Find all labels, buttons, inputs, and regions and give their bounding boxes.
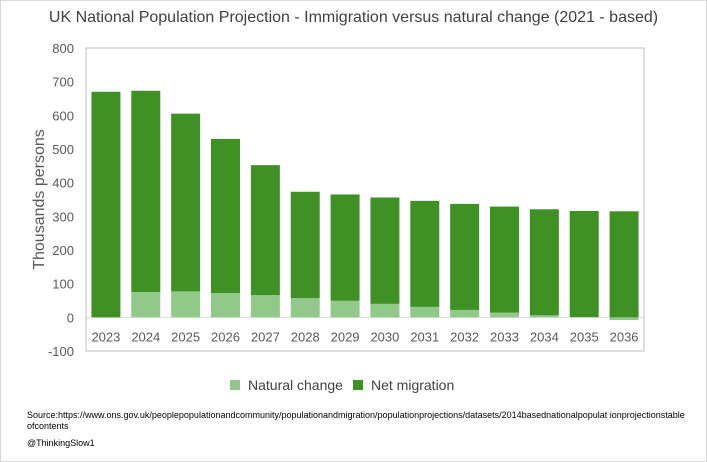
x-tick-label: 2027 — [251, 329, 280, 344]
legend-item-natural-change: Natural change — [230, 377, 343, 393]
y-tick-label: 500 — [52, 142, 74, 157]
y-axis-label: Thousands persons — [31, 129, 48, 270]
x-tick-label: 2031 — [410, 329, 439, 344]
y-tick-label: 200 — [52, 243, 74, 258]
bar-net-migration-2023 — [91, 91, 121, 318]
source-note: Source:https://www.ons.gov.uk/peoplepopu… — [27, 410, 685, 431]
bar-natural-change-2027 — [250, 295, 280, 318]
x-tick-label: 2023 — [91, 329, 120, 344]
bar-net-migration-2029 — [330, 194, 360, 301]
credit-note: @ThinkingSlow1 — [27, 438, 95, 448]
bar-net-migration-2026 — [211, 138, 240, 294]
chart-title: UK National Population Projection - Immi… — [48, 9, 659, 26]
x-tick-label: 2034 — [530, 329, 559, 344]
y-tick-label: 100 — [52, 277, 74, 292]
bar-natural-change-2031 — [410, 306, 440, 318]
bar-net-migration-2025 — [171, 113, 201, 292]
bar-net-migration-2036 — [609, 211, 639, 318]
y-tick-label: 700 — [52, 75, 74, 90]
x-tick-label: 2024 — [131, 329, 160, 344]
legend-swatch-natural-change — [230, 380, 240, 390]
bar-net-migration-2034 — [529, 209, 559, 316]
bar-net-migration-2032 — [450, 203, 480, 310]
x-tick-label: 2025 — [171, 329, 200, 344]
x-tick-label: 2036 — [610, 329, 639, 344]
legend-label-net-migration: Net migration — [371, 377, 455, 393]
bar-natural-change-2026 — [211, 293, 240, 318]
bar-net-migration-2031 — [410, 200, 440, 307]
bar-net-migration-2027 — [250, 165, 280, 296]
legend-swatch-net-migration — [353, 380, 363, 390]
y-tick-label: 600 — [52, 108, 74, 123]
y-tick-label: 800 — [52, 41, 74, 56]
bar-natural-change-2028 — [290, 298, 320, 318]
bar-net-migration-2035 — [569, 210, 599, 317]
plot-area — [85, 47, 645, 352]
y-tick-label: 300 — [52, 209, 74, 224]
bar-natural-change-2036 — [609, 317, 639, 321]
bar-natural-change-2029 — [330, 300, 360, 318]
x-tick-label: 2030 — [370, 329, 399, 344]
bar-natural-change-2032 — [450, 309, 480, 318]
bar-natural-change-2033 — [490, 312, 519, 318]
bar-net-migration-2024 — [131, 90, 161, 293]
x-tick-label: 2035 — [570, 329, 599, 344]
legend-label-natural-change: Natural change — [248, 377, 343, 393]
bar-natural-change-2024 — [131, 292, 161, 318]
legend-item-net-migration: Net migration — [353, 377, 454, 393]
y-tick-label: 0 — [67, 310, 74, 325]
y-tick-label: 400 — [52, 176, 74, 191]
bar-net-migration-2033 — [490, 206, 519, 313]
x-tick-label: 2032 — [450, 329, 479, 344]
bar-net-migration-2030 — [370, 197, 400, 304]
x-tick-label: 2033 — [490, 329, 519, 344]
x-tick-label: 2028 — [291, 329, 320, 344]
bar-net-migration-2028 — [290, 191, 320, 299]
x-tick-label: 2029 — [331, 329, 360, 344]
y-tick-label: -100 — [48, 344, 74, 359]
bar-natural-change-2034 — [529, 315, 559, 318]
bar-natural-change-2025 — [171, 291, 201, 318]
x-tick-label: 2026 — [211, 329, 240, 344]
bar-natural-change-2030 — [370, 303, 400, 318]
